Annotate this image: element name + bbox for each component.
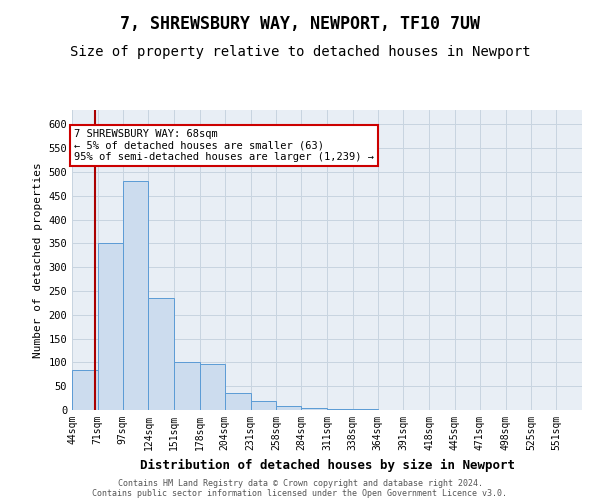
Y-axis label: Number of detached properties: Number of detached properties [33,162,43,358]
Bar [122,182,148,410]
Bar [301,408,327,410]
Bar [225,394,251,410]
Bar [72,370,98,410]
Text: 7, SHREWSBURY WAY, NEWPORT, TF10 7UW: 7, SHREWSBURY WAY, NEWPORT, TF10 7UW [120,15,480,33]
Text: Contains public sector information licensed under the Open Government Licence v3: Contains public sector information licen… [92,488,508,498]
Bar [353,409,377,410]
X-axis label: Distribution of detached houses by size in Newport: Distribution of detached houses by size … [139,458,515,471]
Bar [174,362,200,410]
Bar [98,244,122,410]
Bar [200,364,225,410]
Bar [277,406,301,410]
Bar [251,402,277,410]
Bar [148,298,174,410]
Bar [327,409,353,410]
Text: Size of property relative to detached houses in Newport: Size of property relative to detached ho… [70,45,530,59]
Text: Contains HM Land Registry data © Crown copyright and database right 2024.: Contains HM Land Registry data © Crown c… [118,478,482,488]
Text: 7 SHREWSBURY WAY: 68sqm
← 5% of detached houses are smaller (63)
95% of semi-det: 7 SHREWSBURY WAY: 68sqm ← 5% of detached… [74,129,374,162]
